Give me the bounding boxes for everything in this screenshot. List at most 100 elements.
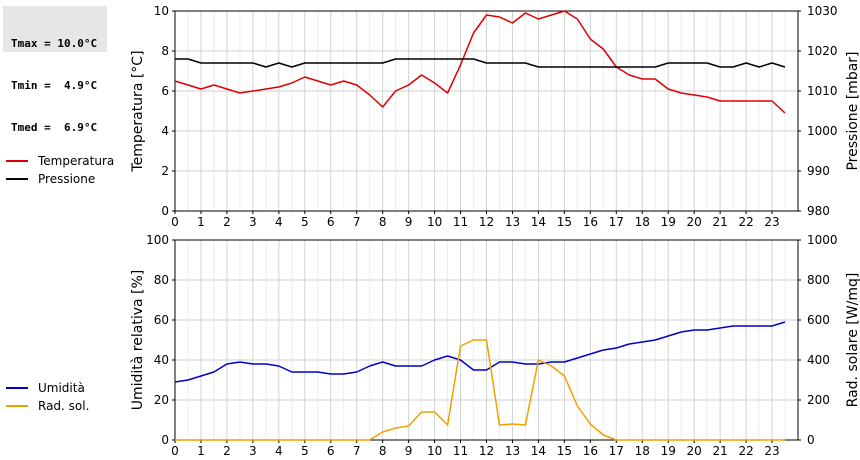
legend-bottom: Umidità Rad. sol. — [6, 379, 89, 415]
x-tick-label: 1 — [197, 215, 205, 229]
series-line-umidit — [174, 321, 786, 383]
y2-tick-label: 200 — [807, 393, 830, 407]
y2-tick-label: 400 — [807, 353, 830, 367]
y-tick-label: 20 — [154, 393, 169, 407]
x-tick-label: 18 — [635, 444, 650, 458]
x-tick-label: 8 — [379, 215, 387, 229]
x-tick-label: 14 — [531, 444, 546, 458]
y2-tick-label: 1010 — [807, 84, 838, 98]
x-tick-label: 19 — [661, 444, 676, 458]
x-tick-label: 20 — [687, 444, 702, 458]
x-tick-label: 20 — [687, 215, 702, 229]
x-tick-label: 6 — [327, 215, 335, 229]
x-tick-label: 11 — [453, 215, 468, 229]
tmed-text: Tmed = 6.9°C — [11, 121, 98, 134]
y-axis-title: Temperatura [°C] — [130, 50, 146, 172]
y2-tick-label: 1000 — [807, 124, 838, 138]
x-tick-label: 7 — [353, 444, 361, 458]
x-tick-label: 10 — [427, 215, 442, 229]
legend-label: Umidità — [38, 381, 85, 395]
x-tick-label: 17 — [609, 444, 624, 458]
legend-item-pressione: Pressione — [6, 170, 114, 188]
tmax-text: Tmax = 10.0°C — [11, 37, 98, 50]
legend-swatch — [6, 178, 28, 180]
x-tick-label: 12 — [479, 215, 494, 229]
y-axis-title: Umidità relativa [%] — [130, 270, 146, 411]
chart-panel-2: 0 1 2 3 4 5 6 7 8 9 10 11 12 13 14 15 16 17 18 19 20 21 22 2302… — [130, 233, 860, 458]
y2-tick-label: 990 — [807, 164, 830, 178]
x-tick-label: 10 — [427, 444, 442, 458]
y-tick-label: 10 — [154, 4, 169, 18]
x-tick-label: 23 — [764, 215, 779, 229]
x-tick-label: 5 — [301, 215, 309, 229]
y2-tick-label: 800 — [807, 273, 830, 287]
x-tick-label: 18 — [635, 215, 650, 229]
legend-label: Temperatura — [38, 154, 115, 168]
x-tick-label: 8 — [379, 444, 387, 458]
x-tick-label: 0 — [171, 215, 179, 229]
x-tick-label: 3 — [249, 215, 257, 229]
series-line-temperatura — [174, 10, 786, 114]
x-tick-label: 14 — [531, 215, 546, 229]
x-tick-label: 7 — [353, 215, 361, 229]
x-tick-label: 12 — [479, 444, 494, 458]
legend-swatch — [6, 405, 28, 407]
x-tick-label: 13 — [505, 444, 520, 458]
x-tick-label: 22 — [738, 215, 753, 229]
y2-tick-label: 1030 — [807, 4, 838, 18]
x-tick-label: 1 — [197, 444, 205, 458]
y2-tick-label: 600 — [807, 313, 830, 327]
y-tick-label: 100 — [146, 233, 169, 247]
series-line-pressione — [175, 58, 786, 68]
legend-item-umidita: Umidità — [6, 379, 89, 397]
y2-tick-label: 980 — [807, 204, 830, 218]
x-tick-label: 5 — [301, 444, 309, 458]
x-tick-label: 4 — [275, 444, 283, 458]
series-line-rad-sol — [175, 339, 785, 441]
legend-swatch — [6, 160, 28, 162]
chart-panel-1: 0 1 2 3 4 5 6 7 8 9 10 11 12 13 14 15 16 17 18 19 20 21 22 2302… — [130, 4, 860, 229]
legend-label: Rad. sol. — [38, 399, 90, 413]
y2-tick-label: 1020 — [807, 44, 838, 58]
legend-item-temperatura: Temperatura — [6, 152, 114, 170]
x-tick-label: 15 — [557, 444, 572, 458]
y-tick-label: 40 — [154, 353, 169, 367]
y-tick-label: 2 — [161, 164, 169, 178]
y2-axis-title: Rad. solare [W/mq] — [845, 273, 860, 408]
x-tick-label: 21 — [712, 215, 727, 229]
legend-label: Pressione — [38, 172, 96, 186]
legend-item-rad-sol: Rad. sol. — [6, 397, 89, 415]
legend-swatch — [6, 387, 28, 389]
x-tick-label: 19 — [661, 215, 676, 229]
x-tick-label: 16 — [583, 215, 598, 229]
y-tick-label: 80 — [154, 273, 169, 287]
stats-box: Tmax = 10.0°C Tmin = 4.9°C Tmed = 6.9°C — [3, 6, 107, 134]
x-tick-label: 21 — [712, 444, 727, 458]
x-tick-label: 13 — [505, 215, 520, 229]
x-tick-label: 4 — [275, 215, 283, 229]
y-tick-label: 60 — [154, 313, 169, 327]
x-tick-label: 15 — [557, 215, 572, 229]
y2-tick-label: 1000 — [807, 233, 838, 247]
x-tick-label: 16 — [583, 444, 598, 458]
x-tick-label: 22 — [738, 444, 753, 458]
y-tick-label: 8 — [161, 44, 169, 58]
x-tick-label: 23 — [764, 444, 779, 458]
x-tick-label: 3 — [249, 444, 257, 458]
x-tick-label: 9 — [405, 215, 413, 229]
x-tick-label: 0 — [171, 444, 179, 458]
y2-axis-title: Pressione [mbar] — [845, 51, 860, 170]
legend-top: Temperatura Pressione — [6, 152, 114, 188]
x-tick-label: 11 — [453, 444, 468, 458]
y2-tick-label: 0 — [807, 433, 815, 447]
tmin-text: Tmin = 4.9°C — [11, 79, 98, 92]
y-tick-label: 6 — [161, 84, 169, 98]
y-tick-label: 0 — [161, 204, 169, 218]
x-tick-label: 17 — [609, 215, 624, 229]
x-tick-label: 2 — [223, 444, 231, 458]
x-tick-label: 9 — [405, 444, 413, 458]
y-tick-label: 0 — [161, 433, 169, 447]
x-tick-label: 6 — [327, 444, 335, 458]
y-tick-label: 4 — [161, 124, 169, 138]
